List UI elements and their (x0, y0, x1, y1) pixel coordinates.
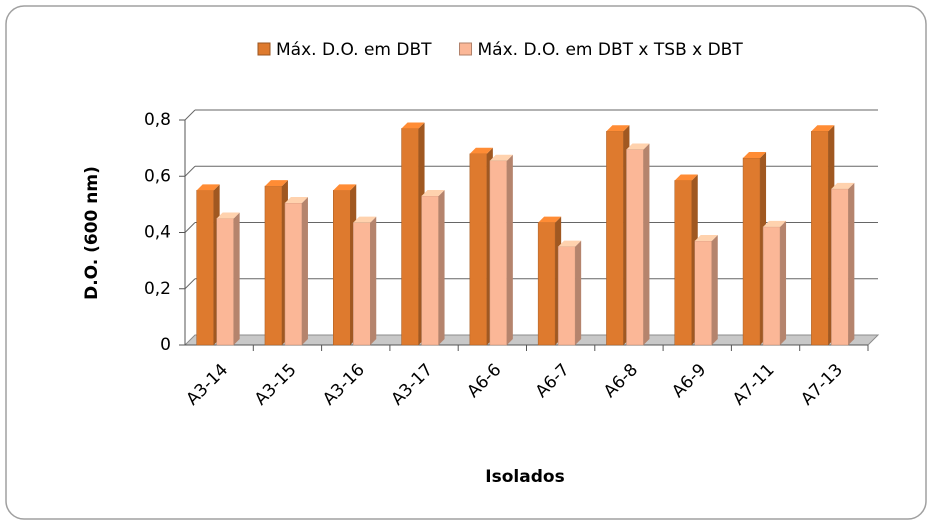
bar (216, 212, 240, 346)
bar-side (301, 196, 308, 345)
bar (762, 220, 787, 346)
bar-front (196, 190, 214, 346)
bar-front (401, 128, 419, 346)
bar-side (438, 189, 445, 345)
bar-front (489, 160, 508, 346)
bar-side (848, 182, 855, 345)
bar (353, 216, 377, 346)
legend-label: Máx. D.O. em DBT (276, 40, 432, 60)
bar-top (216, 212, 240, 219)
bar-top (469, 147, 493, 154)
bar (264, 180, 288, 346)
bar-front (216, 218, 234, 346)
bar (606, 125, 630, 346)
bar-top (196, 184, 220, 191)
y-tick-label: 0,4 (144, 223, 171, 243)
bar-top (763, 220, 787, 227)
bar (811, 125, 835, 346)
grid-line (184, 278, 196, 290)
bar-front (353, 222, 371, 346)
bar-front (264, 185, 283, 346)
bar-top (284, 196, 308, 203)
bar-top (606, 125, 630, 132)
bar (284, 196, 308, 346)
bar-top (333, 184, 357, 191)
bar (626, 143, 650, 346)
bar-side (506, 154, 513, 345)
bar-side (711, 234, 718, 345)
bar (489, 154, 513, 346)
bar-side (780, 220, 787, 345)
bar-front (762, 226, 781, 346)
bar-top (811, 125, 835, 132)
grid-line (184, 109, 196, 121)
bar-top (626, 143, 650, 150)
bar-front (469, 153, 488, 346)
legend-swatch (459, 42, 473, 56)
bar-front (626, 149, 644, 346)
y-tick-label: 0,2 (144, 279, 171, 299)
bar-side (370, 216, 377, 345)
bar-top (421, 189, 445, 196)
bar-front (674, 180, 692, 346)
y-tick-label: 0,8 (144, 110, 171, 130)
bar-front (811, 131, 829, 346)
bar-side (233, 212, 240, 345)
bar-top (743, 151, 767, 158)
bar-top (674, 174, 698, 181)
chart-frame (5, 5, 927, 520)
bar-front (557, 246, 576, 346)
bar-front (284, 202, 303, 346)
bar-top (401, 122, 425, 129)
grid-line (184, 165, 196, 177)
bar-top (538, 216, 562, 223)
bar (196, 184, 220, 346)
legend-label: Máx. D.O. em DBT x TSB x DBT (478, 40, 744, 60)
bar-front (537, 222, 556, 346)
bar-top (353, 216, 377, 223)
bar-top (831, 182, 855, 189)
legend-swatch (257, 42, 271, 56)
y-axis-title: D.O. (600 nm) (82, 166, 102, 300)
bar-side (643, 143, 650, 345)
bar (469, 147, 493, 346)
bar (401, 122, 425, 346)
bar-front (421, 195, 439, 346)
bar-top (264, 180, 288, 187)
bar-top (694, 234, 718, 241)
x-axis-title: Isolados (485, 467, 564, 487)
bar-front (694, 240, 712, 346)
bar (333, 184, 357, 346)
bar (674, 174, 698, 346)
bar (831, 182, 855, 346)
grid-line (184, 222, 196, 233)
bar-front (606, 131, 624, 346)
bar-top (489, 154, 513, 161)
bar-front (831, 188, 849, 346)
bar (742, 151, 767, 346)
bar-front (742, 157, 761, 346)
bar (557, 240, 582, 346)
bar (421, 189, 445, 346)
y-tick-label: 0 (160, 335, 171, 355)
bar (537, 216, 562, 346)
bar (694, 234, 718, 346)
y-tick-label: 0,6 (144, 166, 171, 186)
bar-top (558, 240, 582, 247)
bar-side (575, 240, 582, 345)
bar-front (333, 190, 351, 346)
